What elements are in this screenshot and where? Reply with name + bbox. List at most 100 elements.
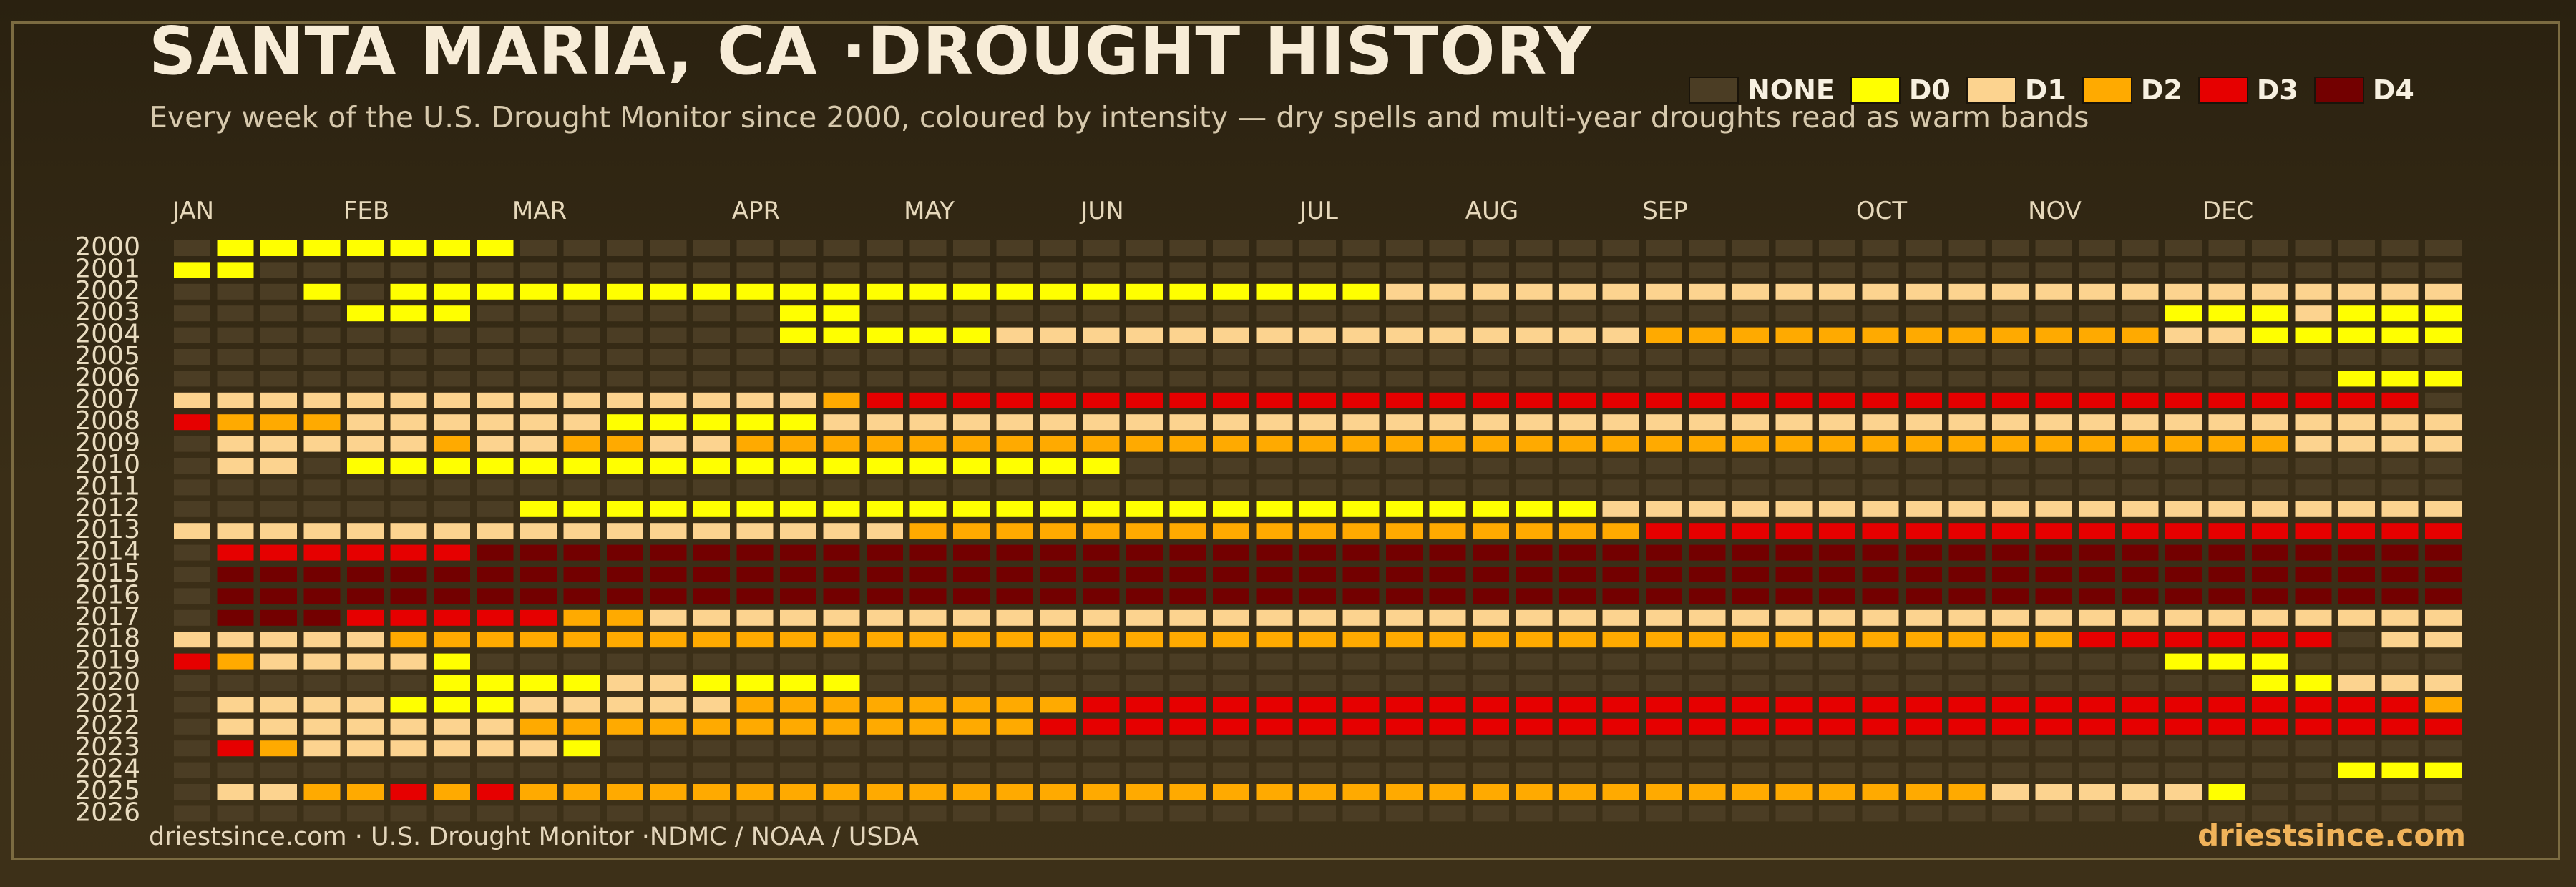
heatmap-cell (736, 349, 774, 365)
heatmap-cell (1559, 544, 1596, 561)
heatmap-cell (2208, 240, 2245, 256)
heatmap-cell (1299, 653, 1336, 670)
heatmap-cell (650, 240, 687, 256)
heatmap-cell (1602, 653, 1639, 670)
legend-swatch-d0 (1850, 77, 1901, 104)
heatmap-cell (1775, 371, 1813, 387)
heatmap-cell (736, 479, 774, 496)
year-label: 2005 (74, 341, 140, 371)
heatmap-cell (1516, 392, 1553, 408)
heatmap-cell (1473, 283, 1509, 300)
heatmap-cell (693, 675, 730, 691)
heatmap-cell (1299, 392, 1336, 408)
brand-link[interactable]: driestsince.com (2197, 818, 2466, 853)
heatmap-cell (1429, 588, 1466, 604)
heatmap-cell (1256, 501, 1293, 517)
heatmap-cell (1473, 544, 1509, 561)
heatmap-cell (607, 675, 643, 691)
heatmap-cell (1083, 609, 1120, 626)
heatmap-cell (434, 523, 470, 539)
heatmap-cell (2122, 697, 2159, 713)
heatmap-cell (2079, 567, 2115, 582)
heatmap-cell (1559, 305, 1596, 322)
heatmap-cell (1559, 653, 1596, 670)
heatmap-cell (607, 718, 643, 735)
heatmap-cell (1775, 501, 1813, 517)
heatmap-cell (174, 349, 210, 365)
heatmap-cell (2252, 675, 2288, 691)
heatmap-cell (1602, 718, 1639, 735)
heatmap-cell (2122, 371, 2159, 387)
heatmap-cell (563, 609, 600, 626)
heatmap-cell (1083, 327, 1120, 343)
heatmap-cell (477, 479, 514, 496)
heatmap-cell (434, 283, 470, 300)
heatmap-cell (2165, 262, 2202, 278)
heatmap-cell (780, 653, 816, 670)
heatmap-cell (1646, 414, 1682, 431)
heatmap-cell (520, 675, 557, 691)
heatmap-cell (736, 675, 774, 691)
heatmap-cell (390, 567, 427, 582)
year-label: 2008 (74, 406, 140, 436)
heatmap-cell (2165, 392, 2202, 408)
heatmap-cell (520, 567, 557, 582)
heatmap-cell (2165, 479, 2202, 496)
heatmap-cell (996, 523, 1033, 539)
heatmap-cell (563, 544, 600, 561)
heatmap-cell (1213, 609, 1249, 626)
heatmap-cell (1948, 784, 1986, 800)
heatmap-cell (1948, 653, 1986, 670)
heatmap-cell (1819, 436, 1855, 452)
heatmap-cell (477, 283, 514, 300)
heatmap-cell (1732, 653, 1769, 670)
heatmap-cell (1559, 675, 1596, 691)
heatmap-cell (1213, 305, 1249, 322)
heatmap-cell (260, 718, 297, 735)
heatmap-cell (217, 805, 254, 822)
heatmap-cell (2035, 305, 2072, 322)
heatmap-cell (1342, 327, 1380, 343)
heatmap-cell (1083, 784, 1120, 800)
heatmap-cell (1429, 371, 1466, 387)
heatmap-cell (1342, 632, 1380, 648)
heatmap-cell (823, 609, 860, 626)
year-label: 2015 (74, 559, 140, 588)
heatmap-cell (996, 501, 1033, 517)
heatmap-cell (996, 262, 1033, 278)
heatmap-cell (1862, 544, 1899, 561)
heatmap-cell (953, 544, 990, 561)
heatmap-cell (1516, 262, 1553, 278)
heatmap-cell (823, 327, 860, 343)
heatmap-cell (1473, 675, 1509, 691)
heatmap-cell (260, 392, 297, 408)
year-label: 2001 (74, 254, 140, 283)
heatmap-cell (2338, 718, 2375, 735)
heatmap-cell (953, 371, 990, 387)
heatmap-cell (1689, 414, 1726, 431)
month-tick-label: SEP (1642, 197, 1688, 225)
heatmap-cell (1516, 740, 1553, 757)
heatmap-cell (1602, 262, 1639, 278)
heatmap-cell (1862, 305, 1899, 322)
heatmap-cell (867, 544, 903, 561)
heatmap-cell (1083, 240, 1120, 256)
heatmap-cell (2079, 414, 2115, 431)
heatmap-cell (1732, 609, 1769, 626)
heatmap-cell (1948, 632, 1986, 648)
heatmap-cell (260, 697, 297, 713)
heatmap-cell (1213, 458, 1249, 474)
heatmap-cell (953, 805, 990, 822)
heatmap-cell (1126, 762, 1163, 778)
heatmap-cell (1473, 588, 1509, 604)
heatmap-cell (1775, 349, 1813, 365)
heatmap-cell (736, 805, 774, 822)
heatmap-cell (1126, 588, 1163, 604)
heatmap-cell (1386, 544, 1423, 561)
heatmap-cell (1516, 718, 1553, 735)
heatmap-cell (1775, 567, 1813, 582)
heatmap-cell (1169, 305, 1206, 322)
heatmap-cell (1992, 327, 2029, 343)
heatmap-cell (303, 305, 341, 322)
heatmap-cell (1126, 609, 1163, 626)
